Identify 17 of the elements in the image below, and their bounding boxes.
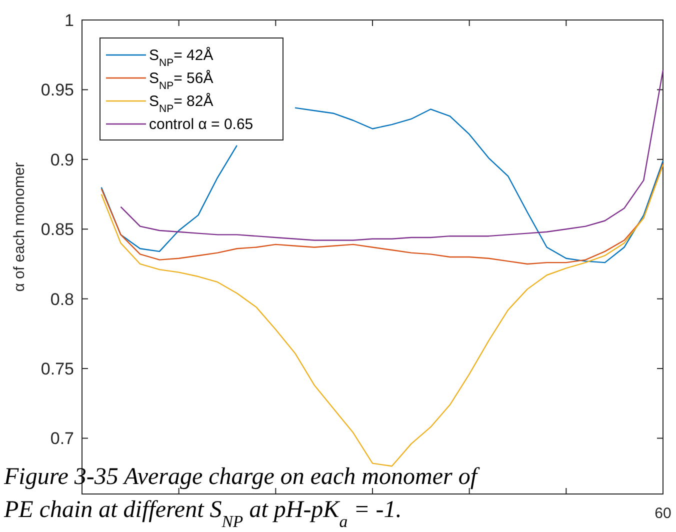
y-tick-label: 0.7	[50, 429, 74, 448]
line-series	[120, 70, 664, 241]
y-axis-title: α of each monomer	[11, 162, 28, 292]
y-tick-label: 0.9	[50, 150, 74, 170]
line-series	[100, 162, 664, 265]
text: PE chain at different S$_{NP}$ at pH-pK$_{a}$ = -1.	[3, 497, 402, 530]
legend-label: S$_{NP}$= 56Å	[149, 69, 214, 92]
y-tick-label: 0.8	[50, 290, 74, 309]
legend-label: control α = 0.65	[149, 116, 254, 133]
y-tick-label: 1	[64, 11, 74, 30]
line-series	[100, 164, 664, 467]
legend-label: S$_{NP}$= 42Å	[149, 46, 214, 69]
y-tick-label: 0.85	[40, 220, 74, 240]
y-tick-label: 0.75	[40, 360, 74, 379]
y-tick-label: 0.95	[40, 80, 74, 100]
legend-label: S$_{NP}$= 82Å	[149, 92, 214, 115]
text: 60	[654, 505, 672, 522]
